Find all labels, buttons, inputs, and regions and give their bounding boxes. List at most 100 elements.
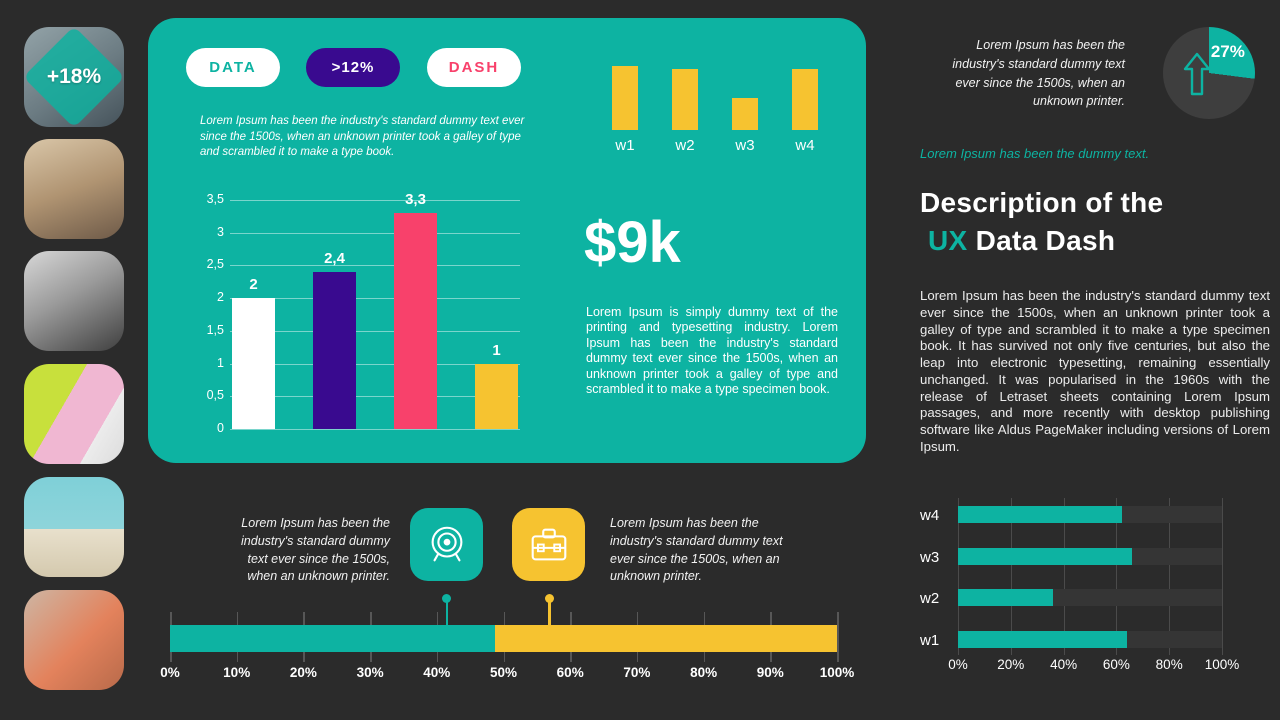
yellow-marker-dot — [545, 594, 555, 603]
progress-timeline: 0% 10% 20% 30% 40% 50% 60% 70% 80% 90% 100% — [160, 593, 854, 698]
column-chart: 3,5 3 2,5 2 1,5 1 0,5 0 2 2,4 3,3 1 — [188, 191, 522, 448]
column-chart-yaxis: 3,5 3 2,5 2 1,5 1 0,5 0 — [188, 192, 224, 435]
timeline-tick-label: 40% — [423, 665, 451, 680]
teal-segment — [170, 625, 495, 652]
x-tick-label: 40% — [1050, 657, 1078, 672]
dash-pill-button[interactable]: DASH — [427, 48, 521, 87]
column-bar — [313, 271, 356, 429]
x-tick-label: 80% — [1155, 657, 1183, 672]
gridline — [230, 396, 520, 398]
x-tick-label: 60% — [1102, 657, 1130, 672]
data-pill-button[interactable]: DATA — [186, 48, 280, 87]
column-bar — [475, 363, 518, 429]
v-gridline — [1222, 498, 1223, 655]
gridline — [230, 330, 520, 332]
v-gridline — [958, 498, 959, 655]
timeline-tick-label: 10% — [223, 665, 251, 680]
briefcase-icon — [531, 528, 566, 560]
timeline-tick-label: 100% — [819, 665, 855, 680]
teal-marker-dot — [442, 594, 452, 603]
column-bar-value: 2 — [249, 276, 258, 294]
target-card — [410, 508, 483, 581]
page-title: Description of the UX Data Dash — [920, 184, 1163, 260]
h-bar — [958, 506, 1122, 523]
mini-week-bar — [732, 98, 758, 130]
y-tick-label: 1,5 — [206, 322, 224, 337]
row-label: w1 — [920, 632, 940, 650]
h-bar — [958, 547, 1133, 565]
teal-caption: Lorem Ipsum has been the dummy text. — [920, 146, 1150, 161]
column-bar — [394, 213, 437, 429]
target-icon — [431, 526, 462, 561]
growth-badge: +18% — [46, 65, 102, 88]
yellow-segment — [494, 625, 837, 652]
h-bar — [958, 631, 1127, 649]
arrow-up-icon — [1183, 52, 1211, 96]
y-tick-label: 0 — [217, 421, 224, 435]
gridline — [230, 298, 520, 300]
timeline-tick — [837, 612, 839, 662]
y-tick-label: 2,5 — [206, 257, 224, 272]
avatar-photo-5 — [24, 477, 124, 577]
yellow-marker-stem — [548, 602, 551, 625]
gridline — [230, 200, 520, 201]
mini-week-label: w3 — [735, 137, 755, 154]
weekly-horizontal-chart: 0% 20% 40% 60% 80% 100% w4 w3 w2 w1 — [920, 495, 1239, 695]
column-bar-value: 3,3 — [405, 191, 426, 209]
row-label: w4 — [920, 507, 940, 524]
mini-week-bar — [672, 68, 698, 130]
column-bar — [232, 298, 275, 429]
timeline-tick-label: 0% — [160, 665, 180, 680]
mini-week-chart: w1 w2 w3 w4 — [598, 66, 844, 166]
y-tick-label: 1 — [217, 355, 224, 370]
percent-pill-button[interactable]: >12% — [306, 48, 400, 87]
v-gridline — [1063, 498, 1065, 655]
bottom-right-quote: Lorem Ipsum has been the industry's stan… — [610, 516, 783, 584]
main-teal-card: DATA >12% DASH Lorem Ipsum has been the … — [148, 18, 866, 463]
timeline-tick-label: 70% — [623, 665, 651, 680]
mini-week-bar — [792, 69, 818, 130]
gridline — [230, 232, 520, 234]
row-label: w3 — [920, 548, 940, 566]
x-tick-label: 0% — [948, 657, 968, 672]
title-line-1: Description of the — [920, 187, 1164, 218]
avatar-photo-4 — [24, 364, 124, 464]
kpi-description: Lorem Ipsum is simply dummy text of the … — [586, 305, 838, 396]
avatar-photo-6 — [24, 590, 124, 690]
timeline-tick-label: 90% — [756, 665, 784, 680]
bottom-left-quote: Lorem Ipsum has been the industry's stan… — [241, 516, 390, 584]
timeline-bar — [170, 625, 837, 652]
briefcase-card — [512, 508, 585, 581]
timeline-tick-label: 30% — [356, 665, 384, 680]
gridline — [230, 429, 520, 430]
pie-percentage-label: 27% — [1210, 41, 1245, 61]
mini-week-label: w1 — [615, 137, 635, 154]
timeline-tick-label: 50% — [489, 665, 518, 680]
avatar-photo-2 — [24, 139, 124, 239]
mini-week-label: w4 — [795, 137, 815, 154]
avatar-photo-1: +18% — [24, 27, 124, 127]
gridline — [230, 363, 520, 365]
pie-chart: 27% — [1163, 27, 1255, 119]
h-bar — [958, 589, 1054, 607]
y-tick-label: 3 — [217, 224, 224, 239]
y-tick-label: 2 — [217, 290, 224, 305]
row-label: w2 — [920, 590, 940, 608]
title-line-2: UX Data Dash — [920, 222, 1163, 260]
y-tick-label: 0,5 — [206, 388, 224, 403]
kpi-value: $9k — [584, 210, 681, 275]
timeline-tick-label: 60% — [556, 665, 584, 680]
v-gridline — [1010, 498, 1012, 655]
timeline-tick-label: 80% — [690, 665, 718, 680]
teal-marker-stem — [445, 602, 449, 625]
column-chart-plot: 2 2,4 3,3 1 — [230, 191, 520, 430]
mini-week-bar — [612, 66, 638, 130]
column-bar-value: 2,4 — [324, 249, 345, 267]
description-paragraph: Lorem Ipsum has been the industry's stan… — [920, 288, 1270, 454]
title-rest: Data Dash — [967, 225, 1116, 257]
gridline — [230, 265, 520, 267]
avatar-photo-3 — [24, 251, 124, 351]
v-gridline — [1116, 498, 1118, 655]
card-intro-text: Lorem Ipsum has been the industry's stan… — [200, 115, 525, 159]
